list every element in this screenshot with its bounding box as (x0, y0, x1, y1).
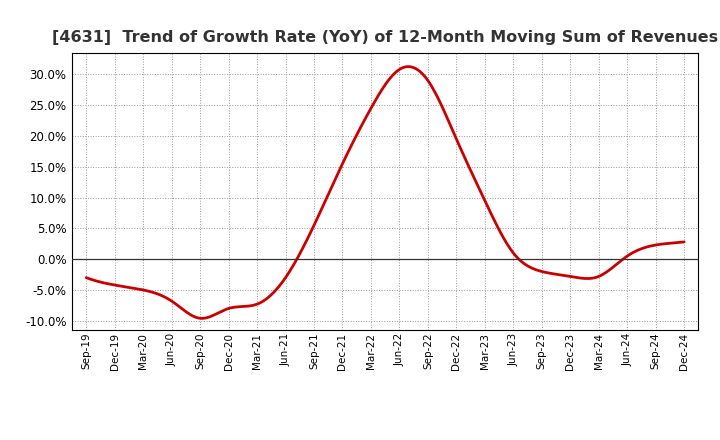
Title: [4631]  Trend of Growth Rate (YoY) of 12-Month Moving Sum of Revenues: [4631] Trend of Growth Rate (YoY) of 12-… (52, 29, 719, 45)
